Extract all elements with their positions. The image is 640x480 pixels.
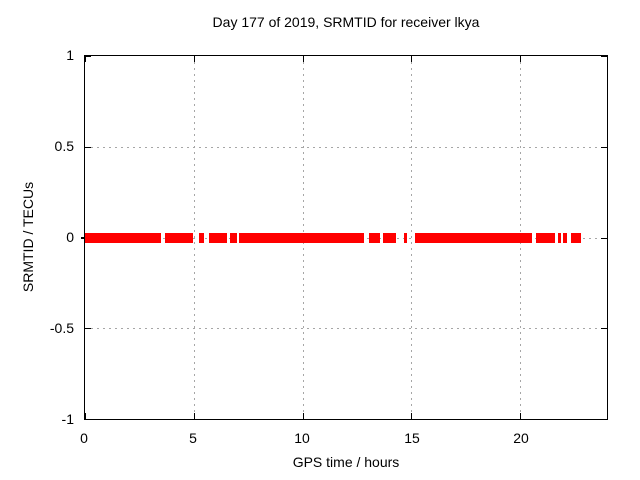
x-tick-mark — [520, 56, 521, 62]
data-segment — [536, 232, 556, 243]
data-segment — [557, 232, 561, 243]
data-segment — [404, 232, 408, 243]
data-segment — [198, 232, 205, 243]
y-tick-mark — [85, 419, 91, 420]
y-tick-label: 0.5 — [54, 138, 74, 154]
x-tick-mark — [520, 413, 521, 419]
data-segment — [562, 232, 567, 243]
y-tick-mark — [601, 328, 607, 330]
x-tick-mark — [85, 56, 86, 62]
x-tick-label: 5 — [189, 430, 197, 446]
y-tick-label: 0 — [66, 229, 74, 245]
x-tick-label: 10 — [294, 430, 310, 446]
data-segment — [414, 232, 533, 243]
x-tick-mark — [85, 413, 86, 419]
y-tick-mark — [601, 237, 607, 239]
y-tick-label: 1 — [66, 47, 74, 63]
data-segment — [164, 232, 194, 243]
x-tick-mark — [411, 413, 413, 419]
data-segment — [85, 232, 162, 243]
x-tick-label: 20 — [513, 430, 529, 446]
x-axis-label: GPS time / hours — [292, 454, 400, 470]
data-segment — [208, 232, 228, 243]
plot-area — [81, 55, 608, 420]
x-tick-mark — [411, 56, 413, 62]
chart-title: Day 177 of 2019, SRMTID for receiver lky… — [212, 14, 480, 30]
data-segment — [383, 232, 397, 243]
x-tick-mark — [302, 413, 304, 419]
y-tick-mark — [601, 419, 607, 420]
data-segment — [368, 232, 381, 243]
y-tick-mark — [85, 56, 91, 57]
data-segment — [571, 232, 582, 243]
y-tick-mark — [85, 328, 91, 330]
x-tick-mark — [193, 56, 195, 62]
y-tick-label: -1 — [61, 411, 74, 427]
x-tick-mark — [302, 56, 304, 62]
zero-tick-nub — [81, 236, 85, 239]
data-segment — [239, 232, 365, 243]
y-tick-mark — [85, 146, 91, 148]
y-tick-mark — [601, 146, 607, 148]
x-tick-label: 15 — [404, 430, 420, 446]
x-tick-mark — [193, 413, 195, 419]
y-tick-label: -0.5 — [49, 320, 74, 336]
gridline-horizontal — [85, 328, 607, 330]
x-tick-label: 0 — [80, 430, 88, 446]
data-segment — [229, 232, 238, 243]
y-tick-mark — [601, 56, 607, 57]
gridline-horizontal — [85, 146, 607, 148]
